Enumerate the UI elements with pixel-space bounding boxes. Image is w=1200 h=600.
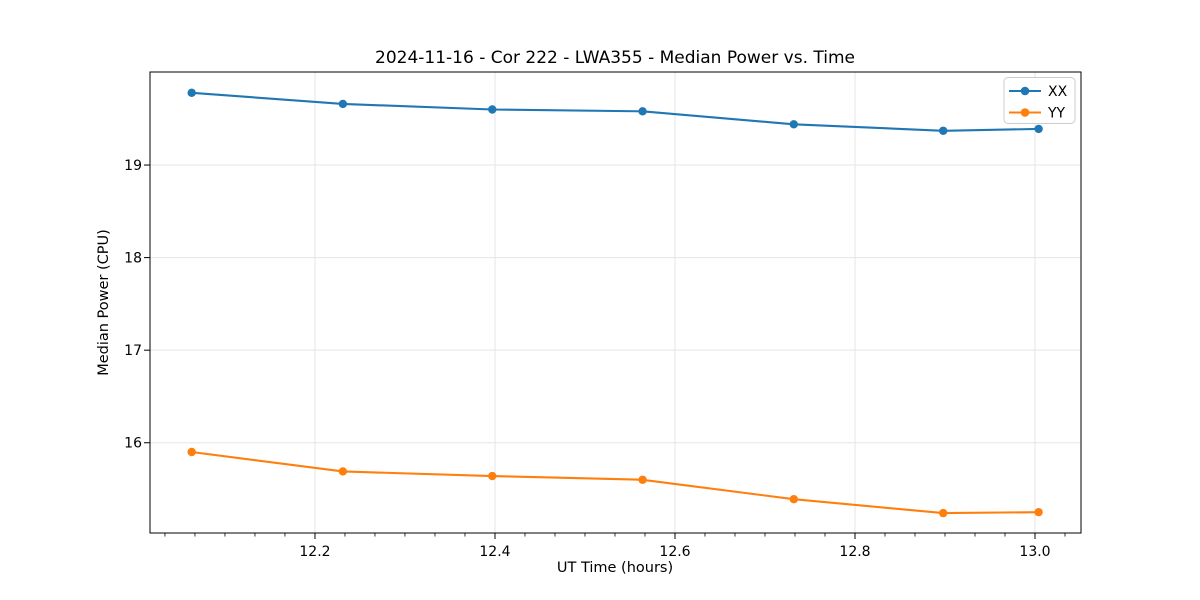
- series-YY: [187, 447, 1043, 518]
- x-tick-label: 12.4: [479, 544, 510, 560]
- axis-ticks: [144, 164, 1066, 539]
- x-axis-label: UT Time (hours): [557, 560, 673, 576]
- y-tick-label: 18: [124, 251, 142, 267]
- legend-label-yy: YY: [1047, 106, 1066, 122]
- data-point-YY: [338, 467, 348, 476]
- series-line-YY: [190, 450, 1040, 515]
- axis-tick-labels: 12.2 12.4 12.6 12.8 13.0 16 17 18 19: [124, 158, 1050, 560]
- legend-item-yy: YY: [1009, 106, 1066, 122]
- legend-label-xx: XX: [1048, 84, 1068, 100]
- data-point-XX: [939, 126, 948, 135]
- x-tick-label: 12.8: [839, 544, 870, 560]
- data-point-XX: [338, 99, 348, 109]
- data-point-XX: [187, 88, 196, 98]
- plot-border: [149, 71, 1082, 534]
- legend-item-xx: XX: [1009, 84, 1068, 100]
- y-axis-label: Median Power (CPU): [96, 229, 112, 376]
- data-point-XX: [488, 105, 497, 114]
- legend-marker-yy: [1020, 108, 1030, 117]
- legend-marker-xx: [1020, 86, 1030, 96]
- data-point-YY: [939, 508, 948, 518]
- x-tick-label: 12.6: [659, 544, 690, 560]
- data-point-XX: [789, 120, 798, 129]
- gridlines: [150, 72, 1081, 533]
- data-point-YY: [1034, 507, 1043, 517]
- series-line-XX: [190, 91, 1040, 132]
- series-XX: [187, 88, 1043, 135]
- data-point-XX: [1034, 124, 1043, 134]
- chart-title: 2024-11-16 - Cor 222 - LWA355 - Median P…: [375, 48, 855, 68]
- y-tick-label: 16: [124, 436, 142, 452]
- x-tick-label: 12.2: [299, 544, 330, 560]
- y-tick-label: 19: [124, 158, 142, 174]
- data-point-YY: [789, 495, 798, 504]
- x-tick-label: 13.0: [1019, 544, 1050, 560]
- data-series: [187, 88, 1043, 518]
- data-point-XX: [638, 107, 647, 116]
- data-point-YY: [488, 471, 497, 481]
- y-tick-label: 17: [124, 343, 142, 359]
- data-point-YY: [187, 447, 196, 457]
- data-point-YY: [638, 475, 647, 484]
- legend: XX YY: [1003, 77, 1076, 124]
